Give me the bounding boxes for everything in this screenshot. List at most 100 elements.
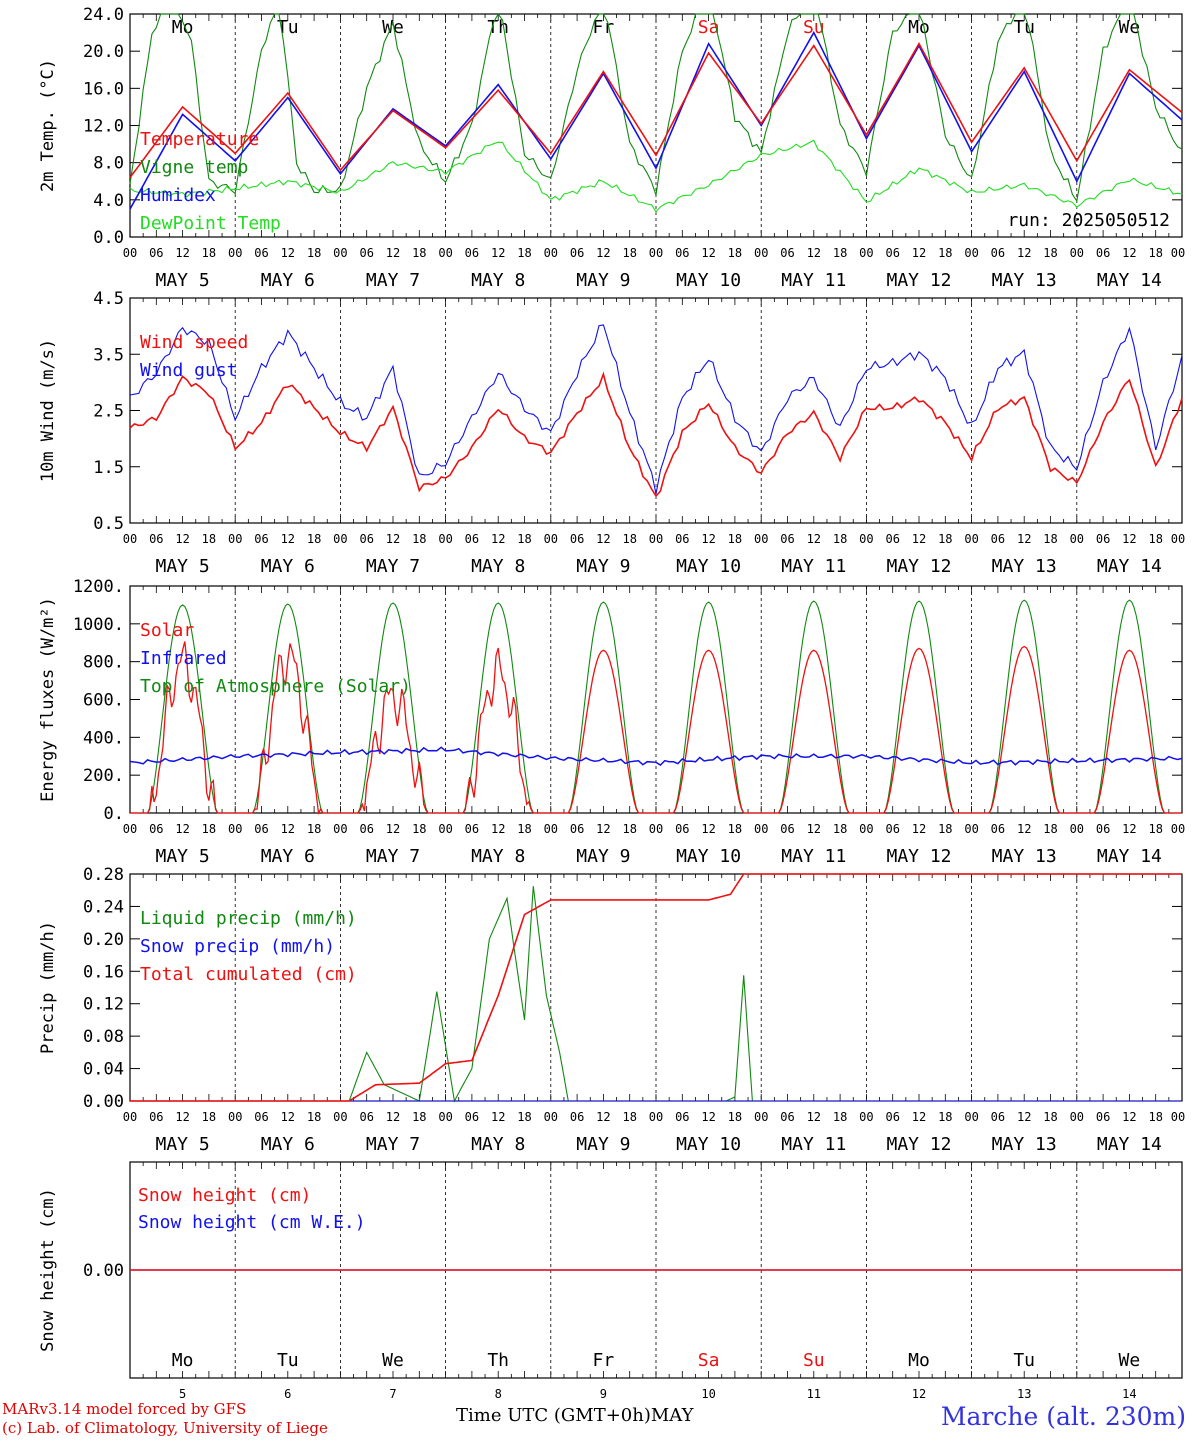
hour-tick-label: 18 [938, 822, 952, 836]
day-number: 13 [1017, 1387, 1031, 1401]
hour-tick-label: 00 [964, 1110, 978, 1124]
date-label: MAY 13 [992, 1134, 1057, 1155]
day-number: 14 [1122, 1387, 1136, 1401]
panel-2: 00 06 12 18 00 06 12 18 00 06 12 18 00 06 12 18 00 06 12 18… [38, 289, 1185, 577]
legend-entry: Temperature [140, 129, 259, 150]
hour-tick-label: 18 [938, 532, 952, 546]
hour-tick-label: 06 [991, 532, 1005, 546]
hour-tick-label: 06 [570, 246, 584, 260]
hour-tick-label: 12 [1122, 532, 1136, 546]
y-tick-label: 0.5 [93, 514, 124, 534]
panel-frame [129, 13, 1183, 238]
date-label: MAY 7 [366, 1134, 420, 1155]
legend-entry: DewPoint Temp [140, 213, 281, 234]
legend-entry: Solar [140, 620, 194, 641]
date-label: MAY 10 [676, 556, 741, 577]
date-label: MAY 11 [781, 846, 846, 867]
hour-tick-label: 12 [596, 1110, 610, 1124]
hour-tick-label: 18 [202, 246, 216, 260]
weekday-label: Th [487, 1350, 509, 1371]
date-label: MAY 11 [781, 556, 846, 577]
weekday-label: Mo [172, 1350, 194, 1371]
hour-tick-label: 00 [228, 1110, 242, 1124]
day-number: 10 [701, 1387, 715, 1401]
hour-tick-label: 18 [833, 822, 847, 836]
hour-tick-label: 12 [386, 246, 400, 260]
hour-tick-label: 06 [675, 822, 689, 836]
date-label: MAY 12 [886, 556, 951, 577]
hour-tick-label: 06 [1096, 246, 1110, 260]
legend-entry: Infrared [140, 648, 227, 669]
hour-tick-label: 12 [491, 532, 505, 546]
date-label: MAY 7 [366, 556, 420, 577]
y-tick-label: 0.00 [83, 1261, 124, 1281]
hour-tick-label: 00 [333, 1110, 347, 1124]
hour-tick-label: 00 [438, 246, 452, 260]
series-line [129, 12, 1183, 203]
hour-tick-label: 06 [1096, 1110, 1110, 1124]
hour-tick-label: 18 [412, 532, 426, 546]
y-tick-label: 0.24 [83, 897, 124, 917]
date-label: MAY 11 [781, 270, 846, 291]
hour-tick-label: 00 [333, 532, 347, 546]
hour-tick-label: 18 [307, 1110, 321, 1124]
y-tick-label: 8.0 [93, 154, 124, 174]
weekday-label: Mo [908, 17, 930, 38]
date-label: MAY 6 [261, 270, 315, 291]
day-number: 8 [495, 1387, 502, 1401]
hour-tick-label: 00 [859, 246, 873, 260]
hour-tick-label: 06 [254, 246, 268, 260]
hour-tick-label: 00 [649, 246, 663, 260]
hour-tick-label: 12 [491, 822, 505, 836]
y-tick-label: 600. [83, 691, 124, 711]
hour-tick-label: 12 [807, 246, 821, 260]
series-line [130, 641, 1182, 816]
hour-tick-label: 18 [517, 1110, 531, 1124]
date-label: MAY 9 [576, 846, 630, 867]
weekday-label: Su [803, 1350, 825, 1371]
y-tick-label: 0. [104, 804, 124, 824]
hour-tick-label: 18 [622, 822, 636, 836]
hour-tick-label: 06 [570, 1110, 584, 1124]
date-label: MAY 5 [156, 556, 210, 577]
weekday-label: Su [803, 17, 825, 38]
day-number: 7 [389, 1387, 396, 1401]
date-label: MAY 6 [261, 556, 315, 577]
series-line [130, 873, 1182, 1102]
weekday-label: Fr [593, 1350, 615, 1371]
date-label: MAY 14 [1097, 556, 1162, 577]
weekday-label: We [382, 1350, 404, 1371]
series-line [129, 371, 1183, 498]
hour-tick-label: 06 [149, 1110, 163, 1124]
hour-tick-label: 00 [228, 822, 242, 836]
day-number: 6 [284, 1387, 291, 1401]
y-tick-label: 3.5 [93, 345, 124, 365]
hour-tick-label: 18 [1043, 532, 1057, 546]
hour-tick-label: 06 [885, 532, 899, 546]
date-label: MAY 8 [471, 846, 525, 867]
hour-tick-label: 06 [675, 246, 689, 260]
hour-tick-label: 00 [228, 246, 242, 260]
station-name: Marche (alt. 230m) [940, 1402, 1186, 1431]
panel-1: 00 06 12 18 00 06 12 18 00 06 12 18 00 06 12 18 00 06 12 18… [38, 5, 1185, 291]
hour-tick-label: 18 [728, 822, 742, 836]
legend-entry: Top of Atmosphere (Solar) [140, 676, 411, 697]
hour-tick-label: 12 [281, 1110, 295, 1124]
y-axis-label: 10m Wind (m/s) [38, 339, 58, 482]
hour-tick-label: 06 [675, 532, 689, 546]
date-label: MAY 5 [156, 1134, 210, 1155]
hour-tick-label: 00 [1070, 532, 1084, 546]
y-axis-label: Snow height (cm) [38, 1188, 58, 1352]
hour-tick-label: 00 [754, 822, 768, 836]
hour-tick-label: 06 [991, 246, 1005, 260]
date-label: MAY 14 [1097, 270, 1162, 291]
y-tick-label: 0.12 [83, 995, 124, 1015]
y-tick-label: 0.0 [93, 228, 124, 248]
hour-tick-label: 00 [123, 532, 137, 546]
hour-tick-label: 06 [254, 1110, 268, 1124]
weekday-label: We [1119, 1350, 1141, 1371]
date-label: MAY 5 [156, 270, 210, 291]
hour-tick-label: 06 [465, 822, 479, 836]
y-tick-label: 4.5 [93, 289, 124, 309]
